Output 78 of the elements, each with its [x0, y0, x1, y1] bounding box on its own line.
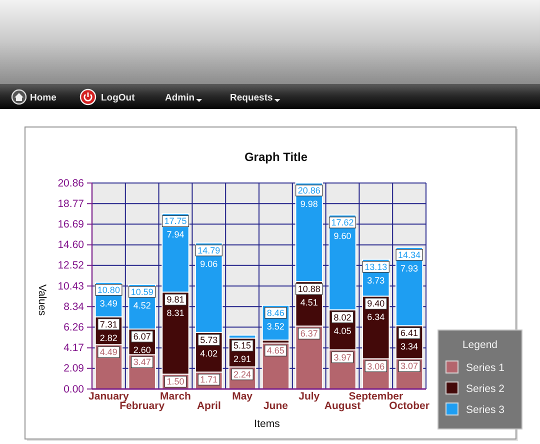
y-tick-label: 20.86 [58, 177, 84, 190]
x-tick-label: August [324, 400, 362, 412]
data-label: 4.52 [133, 300, 151, 310]
data-label: 9.06 [200, 258, 218, 269]
total-label: 14.34 [398, 250, 421, 260]
x-axis-title: Items [254, 418, 280, 430]
total-label: 17.75 [164, 216, 187, 226]
annotation: 8.02 [334, 312, 352, 322]
y-tick-label: 8.34 [64, 301, 84, 313]
annotation: 5.73 [200, 334, 218, 345]
annotation: 9.81 [166, 294, 184, 305]
data-label: 3.49 [100, 298, 118, 308]
x-tick-label: July [298, 390, 320, 402]
data-label: 3.34 [400, 342, 418, 352]
x-tick-label: October [389, 400, 430, 412]
data-label: 9.60 [334, 230, 352, 241]
data-label: 1.71 [200, 374, 218, 385]
data-label: 4.49 [100, 347, 118, 358]
legend-title: Legend [462, 339, 498, 351]
text: Home [30, 92, 56, 104]
annotation: 10.88 [298, 284, 320, 294]
data-label: 3.06 [367, 361, 385, 372]
data-label: 2.91 [234, 354, 252, 364]
data-label: 4.51 [300, 298, 318, 308]
data-label: 6.37 [300, 328, 318, 339]
y-tick-label: 4.17 [64, 342, 84, 354]
data-label: 3.97 [334, 352, 352, 362]
text: Requests [230, 92, 273, 104]
x-tick-label: May [232, 390, 253, 402]
data-label: 4.05 [334, 326, 352, 336]
y-tick-label: 14.60 [58, 239, 84, 252]
data-label: 1.50 [166, 376, 184, 387]
y-tick-label: 6.26 [64, 322, 84, 334]
x-tick-label: September [348, 390, 404, 402]
x-tick-label: June [263, 400, 288, 412]
x-tick-label: January [88, 390, 129, 402]
data-label: 3.07 [400, 361, 418, 372]
data-label: 4.65 [266, 346, 284, 356]
annotation: 5.15 [234, 340, 252, 351]
y-tick-label: 10.43 [58, 280, 84, 292]
annotation: 6.07 [133, 332, 151, 342]
x-tick-label: February [120, 400, 165, 412]
data-label: 8.31 [166, 308, 184, 318]
data-label: 7.93 [400, 263, 418, 274]
data-label: 3.73 [367, 275, 385, 286]
y-tick-label: 18.77 [58, 198, 84, 210]
total-label: 10.59 [130, 286, 154, 297]
total-label: 10.80 [97, 284, 120, 295]
total-label: 13.13 [364, 262, 388, 272]
legend-label: Series 1 [466, 362, 505, 374]
chart-title: Graph Title [244, 150, 308, 164]
x-tick-label: April [196, 400, 221, 412]
total-label: 14.79 [198, 245, 220, 256]
total-label: 17.62 [331, 217, 354, 228]
y-tick-label: 16.69 [58, 218, 84, 231]
data-label: 2.82 [100, 332, 118, 343]
total-label: 20.86 [298, 186, 320, 196]
data-label: 6.34 [367, 312, 385, 322]
data-label: 2.24 [234, 369, 252, 380]
data-label: 4.02 [200, 348, 218, 358]
y-tick-label: 12.52 [58, 260, 84, 272]
text: LogOut [101, 92, 136, 104]
total-label: 8.46 [266, 308, 284, 318]
data-label: 2.60 [133, 345, 151, 356]
y-axis-title: Values [36, 284, 48, 316]
annotation: 9.40 [367, 298, 385, 309]
y-tick-label: 0.00 [64, 383, 84, 396]
data-label: 3.47 [133, 357, 151, 368]
data-label: 9.98 [300, 199, 318, 209]
annotation: 7.31 [100, 319, 118, 330]
data-label: 3.52 [266, 321, 284, 332]
text: Admin [165, 92, 195, 104]
legend-label: Series 3 [466, 404, 505, 416]
y-tick-label: 2.09 [64, 362, 84, 375]
annotation: 6.41 [400, 328, 418, 338]
data-label: 7.94 [166, 230, 184, 240]
x-tick-label: March [160, 390, 191, 402]
legend-label: Series 2 [466, 383, 505, 395]
